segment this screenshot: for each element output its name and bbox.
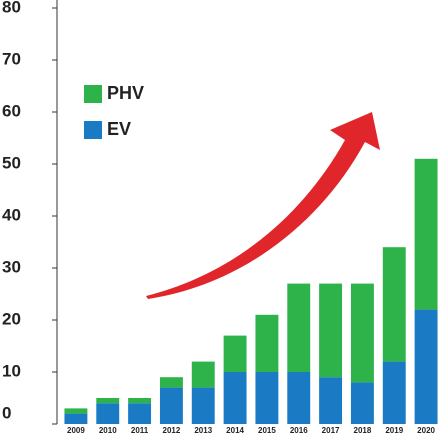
bar-segment	[160, 377, 183, 387]
x-tick-label: 2019	[385, 426, 403, 434]
legend-swatch	[84, 121, 102, 139]
bar-segment	[319, 377, 342, 424]
x-tick-label: 2009	[67, 426, 85, 434]
bar-segment	[64, 408, 87, 413]
bar-segment	[96, 398, 119, 403]
legend-label: PHV	[107, 83, 144, 103]
bar-segment	[287, 284, 310, 372]
bar-segment	[351, 284, 374, 383]
bar-segment	[224, 336, 247, 372]
bar-segment	[351, 382, 374, 424]
bar-segment	[415, 159, 438, 310]
bar-segment	[96, 403, 119, 424]
bar-segment	[128, 403, 151, 424]
y-tick-label: 20	[2, 309, 21, 328]
bar-segment	[319, 284, 342, 378]
bar-segment	[255, 315, 278, 372]
bar-segment	[128, 398, 151, 403]
bar-segment	[383, 362, 406, 424]
y-tick-label: 80	[2, 0, 21, 16]
legend-label: EV	[107, 119, 131, 139]
bar-segment	[192, 388, 215, 424]
y-tick-label: 40	[2, 205, 21, 224]
x-tick-label: 2015	[258, 426, 276, 434]
y-tick-label: 30	[2, 257, 21, 276]
bar-segment	[255, 372, 278, 424]
legend-swatch	[84, 85, 102, 103]
x-tick-label: 2017	[322, 426, 340, 434]
y-tick-label: 60	[2, 101, 21, 120]
x-tick-label: 2018	[354, 426, 372, 434]
bar-segment	[415, 310, 438, 424]
bar-segment	[160, 388, 183, 424]
plot: 0 10 20 30 40 50 60 70 80 2009 2010 2011 2012 2013 201…	[2, 0, 438, 434]
y-tick-label: 0	[2, 403, 11, 422]
y-tick-label: 70	[2, 49, 21, 68]
y-tick-label: 50	[2, 153, 21, 172]
y-tick-label: 10	[2, 361, 21, 380]
growth-arrow	[146, 112, 380, 299]
bar-segment	[64, 414, 87, 424]
chart: 0 10 20 30 40 50 60 70 80 2009 2010 2011 2012 2013 201…	[0, 0, 445, 434]
x-tick-label: 2013	[194, 426, 212, 434]
x-tick-label: 2010	[99, 426, 117, 434]
bar-segment	[287, 372, 310, 424]
x-tick-label: 2012	[163, 426, 181, 434]
bar-segment	[383, 247, 406, 361]
x-tick-label: 2020	[417, 426, 435, 434]
x-tick-label: 2011	[131, 426, 149, 434]
bar-segment	[224, 372, 247, 424]
x-tick-label: 2016	[290, 426, 308, 434]
x-tick-label: 2014	[226, 426, 244, 434]
bar-segment	[192, 362, 215, 388]
